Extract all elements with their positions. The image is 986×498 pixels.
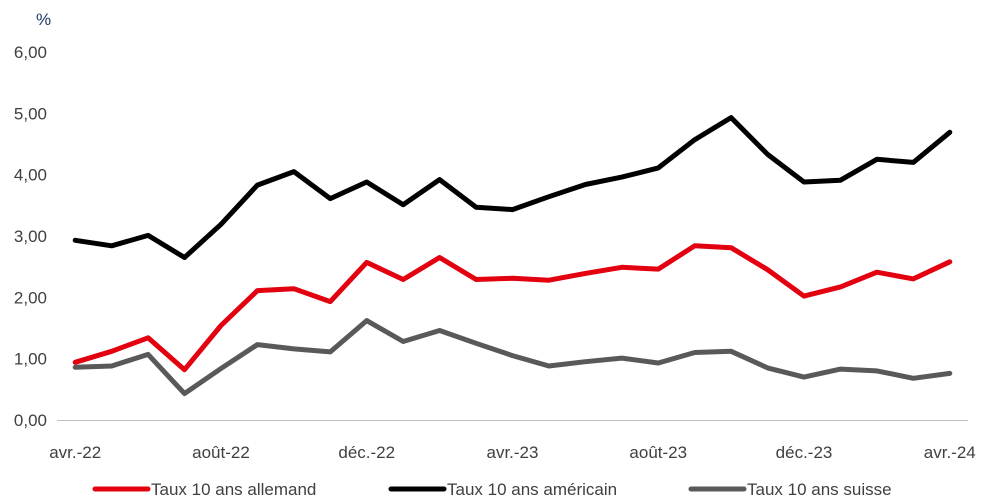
x-tick-label: avr.-22 xyxy=(49,443,101,462)
legend-label: Taux 10 ans suisse xyxy=(747,480,892,498)
y-tick-label: 0,00 xyxy=(14,411,47,430)
series-line-allemand xyxy=(72,243,953,373)
y-tick-label: 3,00 xyxy=(14,227,47,246)
x-tick-label: avr.-23 xyxy=(487,443,539,462)
legend-label: Taux 10 ans allemand xyxy=(151,480,316,498)
x-tick-label: août-22 xyxy=(192,443,250,462)
y-tick-label: 6,00 xyxy=(14,43,47,62)
x-tick-label: avr.-24 xyxy=(924,443,976,462)
series-line-suisse xyxy=(72,318,953,397)
series-line-americain xyxy=(72,115,953,260)
x-axis-ticks: avr.-22 août-22 déc.-22 avr.-23 août-23 déc.-… xyxy=(49,443,976,462)
y-tick-label: 2,00 xyxy=(14,288,47,307)
x-tick-label: déc.-22 xyxy=(338,443,395,462)
y-tick-label: 5,00 xyxy=(14,104,47,123)
y-tick-label: 1,00 xyxy=(14,350,47,369)
legend-label: Taux 10 ans américain xyxy=(447,480,617,498)
y-tick-label: 4,00 xyxy=(14,166,47,185)
legend: Taux 10 ans allemand Taux 10 ans américai… xyxy=(92,480,892,498)
y-axis-unit-label: % xyxy=(36,10,51,29)
series-lines xyxy=(72,115,953,397)
x-tick-label: déc.-23 xyxy=(776,443,833,462)
y-axis-ticks: 0,00 1,00 2,00 3,00 4,00 5,00 6,00 xyxy=(14,43,47,430)
x-tick-label: août-23 xyxy=(629,443,687,462)
